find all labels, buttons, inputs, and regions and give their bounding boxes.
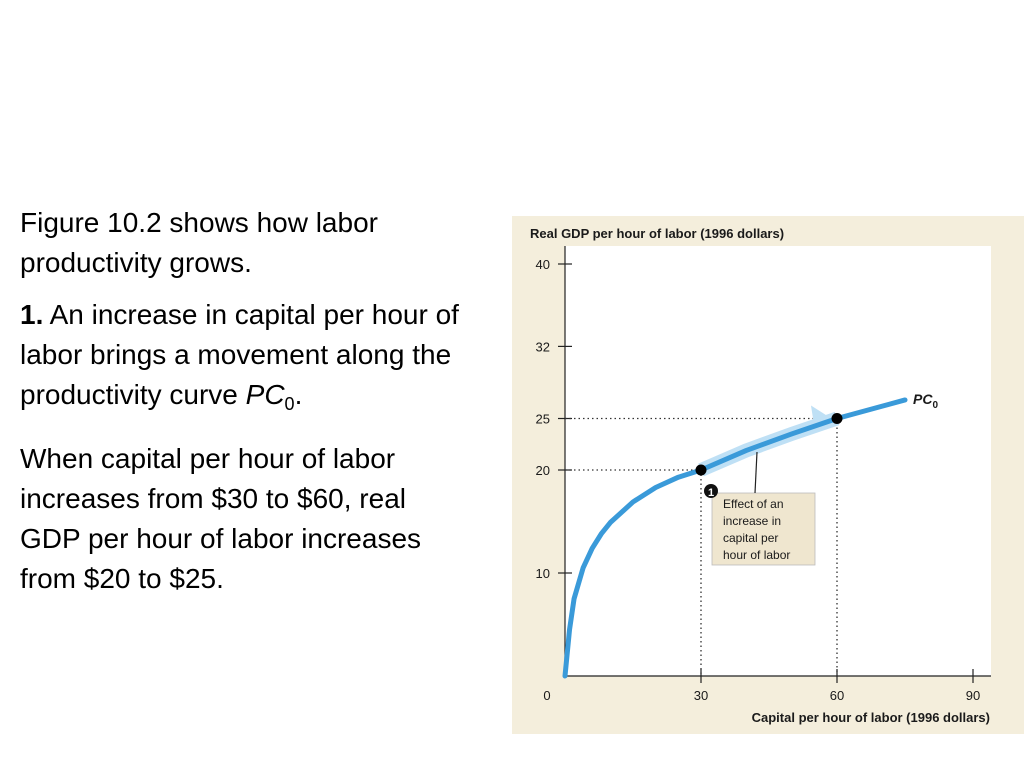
curve-label: PC0: [913, 391, 938, 411]
x-tick-label: 0: [543, 688, 550, 703]
callout-number: 1: [708, 487, 714, 499]
callout-box: [711, 492, 816, 566]
step-text: An increase in capital per hour of labor…: [20, 299, 459, 410]
y-tick-label: 40: [536, 257, 550, 272]
plot-area: [565, 246, 991, 676]
step-one-paragraph: 1. An increase in capital per hour of la…: [20, 295, 470, 415]
callout-text-line: increase in: [723, 514, 781, 528]
callout-number-badge: [704, 484, 718, 498]
productivity-curve: [562, 397, 908, 679]
y-tick-label: 10: [536, 566, 550, 581]
callout-text-line: hour of labor: [723, 548, 790, 562]
x-tick-label: 60: [830, 688, 844, 703]
explanation-text: Figure 10.2 shows how labor productivity…: [20, 203, 470, 599]
curve-subscript: 0: [284, 394, 295, 414]
curve-label-subscript: 0: [932, 400, 938, 411]
intro-paragraph: Figure 10.2 shows how labor productivity…: [20, 207, 378, 278]
callout-text-line: Effect of an: [723, 497, 784, 511]
step-end: .: [294, 379, 303, 410]
curve-name: PC: [245, 379, 285, 410]
result-paragraph: When capital per hour of labor increases…: [20, 443, 422, 594]
callout-text-line: capital per: [723, 531, 778, 545]
productivity-figure: 10 20 25 32 40 0 30 60 90 Real GDP per hour of la…: [512, 216, 1024, 734]
y-tick-label: 20: [536, 463, 550, 478]
x-tick-label: 90: [966, 688, 980, 703]
y-tick-label: 32: [536, 339, 550, 354]
x-axis-label: Capital per hour of labor (1996 dollars): [752, 710, 990, 725]
step-number: 1.: [20, 299, 44, 330]
callout-pointer: [754, 451, 758, 494]
y-axis-label: Real GDP per hour of labor (1996 dollars…: [530, 226, 784, 241]
data-point: [695, 464, 707, 476]
y-tick-label: 25: [536, 412, 550, 427]
data-point: [831, 413, 843, 424]
x-tick-label: 30: [694, 688, 708, 703]
